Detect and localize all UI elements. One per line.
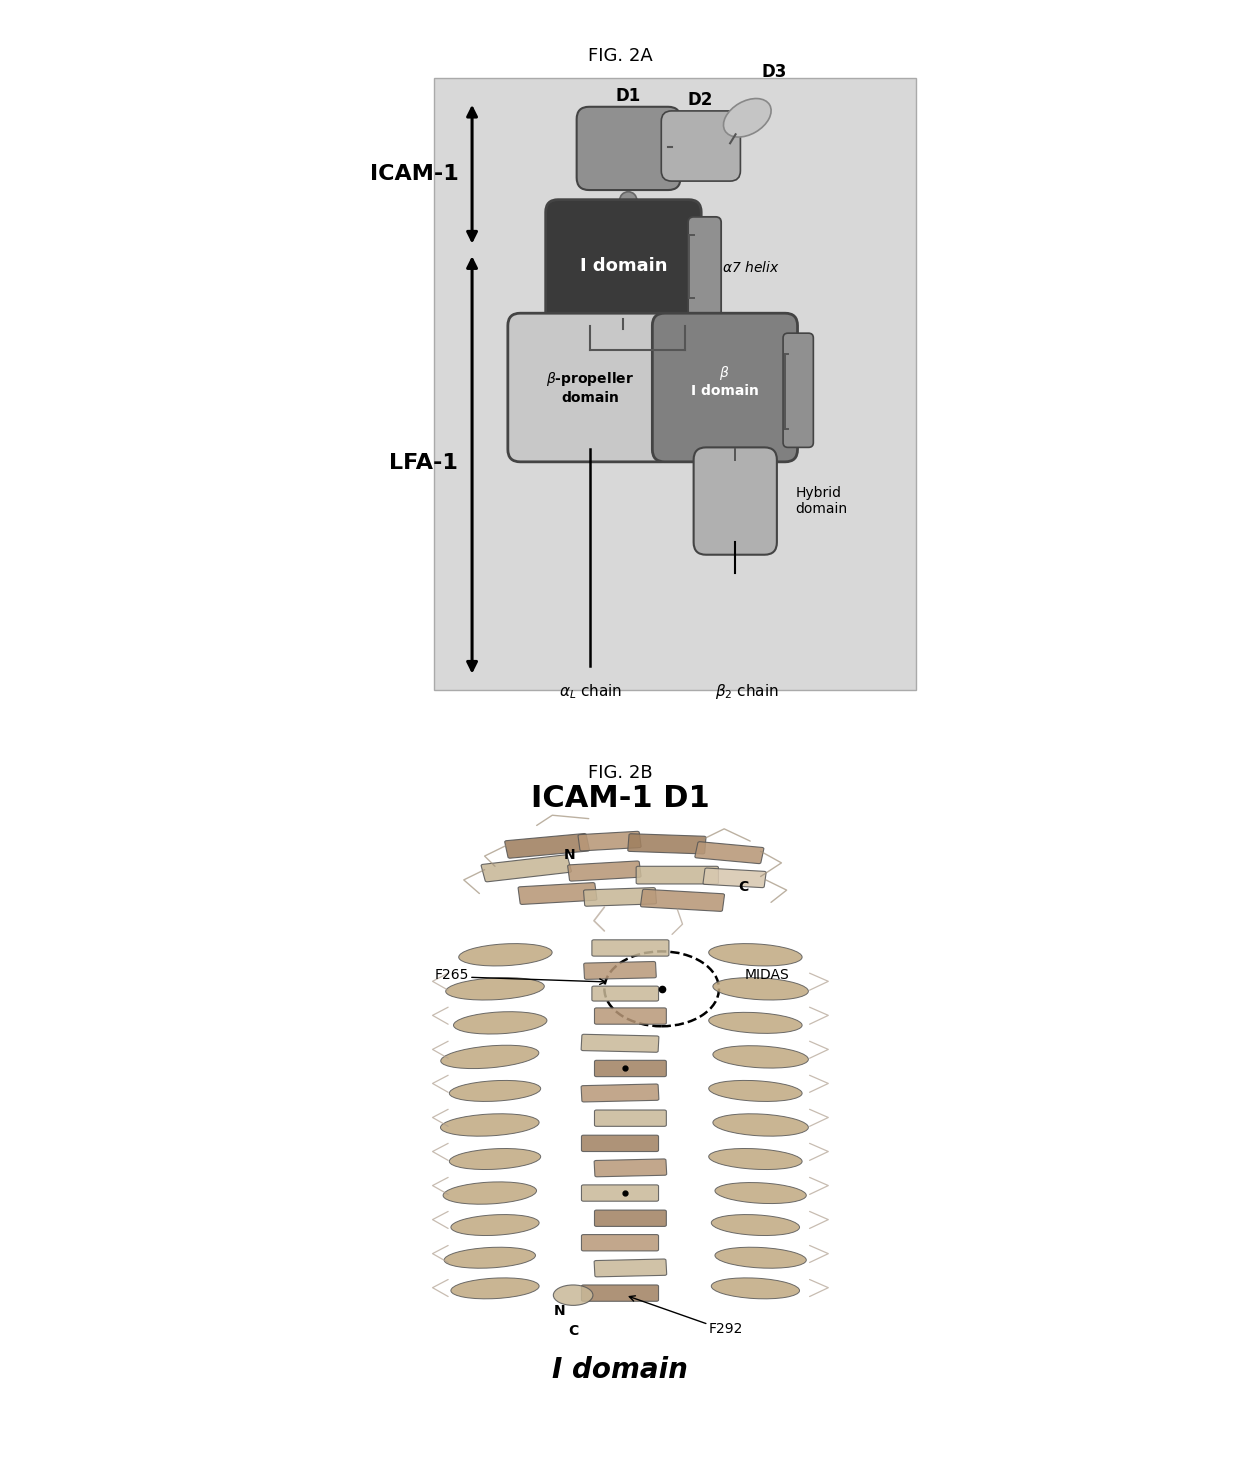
- Ellipse shape: [723, 98, 771, 138]
- FancyBboxPatch shape: [582, 1034, 658, 1053]
- FancyBboxPatch shape: [584, 962, 656, 979]
- Text: $\beta$-propeller
domain: $\beta$-propeller domain: [547, 370, 635, 404]
- FancyBboxPatch shape: [661, 111, 740, 182]
- FancyBboxPatch shape: [652, 313, 797, 461]
- FancyBboxPatch shape: [508, 313, 673, 461]
- Text: FIG. 2B: FIG. 2B: [588, 764, 652, 782]
- FancyBboxPatch shape: [546, 199, 701, 331]
- Ellipse shape: [709, 944, 802, 966]
- Ellipse shape: [440, 1114, 539, 1136]
- Text: I domain: I domain: [552, 1356, 688, 1383]
- Ellipse shape: [444, 1247, 536, 1268]
- FancyBboxPatch shape: [518, 883, 596, 905]
- Ellipse shape: [715, 1183, 806, 1203]
- FancyBboxPatch shape: [481, 855, 572, 881]
- Text: $\beta$
I domain: $\beta$ I domain: [691, 363, 759, 398]
- FancyBboxPatch shape: [627, 833, 706, 854]
- FancyBboxPatch shape: [594, 1060, 666, 1076]
- FancyBboxPatch shape: [594, 1007, 666, 1025]
- FancyBboxPatch shape: [784, 334, 813, 448]
- FancyBboxPatch shape: [591, 940, 668, 956]
- Text: $\alpha_L$ chain: $\alpha_L$ chain: [559, 682, 622, 701]
- Text: C: C: [568, 1325, 578, 1338]
- FancyBboxPatch shape: [434, 78, 916, 690]
- Text: F292: F292: [708, 1322, 743, 1337]
- Text: F265: F265: [434, 968, 469, 982]
- Ellipse shape: [454, 1012, 547, 1034]
- Ellipse shape: [712, 1215, 800, 1236]
- FancyBboxPatch shape: [694, 842, 764, 864]
- FancyBboxPatch shape: [594, 1259, 667, 1277]
- Text: ICAM-1: ICAM-1: [370, 164, 459, 184]
- FancyBboxPatch shape: [568, 861, 641, 881]
- FancyBboxPatch shape: [505, 833, 589, 858]
- Ellipse shape: [459, 944, 552, 966]
- FancyBboxPatch shape: [578, 832, 641, 851]
- Ellipse shape: [440, 1045, 539, 1069]
- Ellipse shape: [451, 1278, 539, 1299]
- Text: Hybrid
domain: Hybrid domain: [796, 486, 848, 517]
- Ellipse shape: [709, 1012, 802, 1034]
- Text: I domain: I domain: [579, 256, 667, 275]
- FancyBboxPatch shape: [591, 987, 658, 1001]
- Ellipse shape: [709, 1080, 802, 1101]
- Ellipse shape: [713, 1114, 808, 1136]
- FancyBboxPatch shape: [594, 1211, 666, 1227]
- Ellipse shape: [443, 1181, 537, 1205]
- Ellipse shape: [599, 328, 614, 344]
- Text: $\beta_2$ chain: $\beta_2$ chain: [715, 682, 779, 701]
- FancyBboxPatch shape: [636, 867, 718, 884]
- Text: D3: D3: [761, 63, 786, 82]
- FancyBboxPatch shape: [577, 107, 681, 190]
- Ellipse shape: [715, 1247, 806, 1268]
- Ellipse shape: [709, 1148, 802, 1170]
- Ellipse shape: [653, 328, 668, 344]
- FancyBboxPatch shape: [582, 1234, 658, 1250]
- FancyBboxPatch shape: [584, 887, 656, 906]
- FancyBboxPatch shape: [703, 868, 766, 887]
- Text: D1: D1: [615, 88, 641, 105]
- Ellipse shape: [449, 1149, 541, 1170]
- Text: D2: D2: [688, 91, 713, 108]
- Ellipse shape: [451, 1215, 539, 1236]
- Text: MIDAS: MIDAS: [745, 968, 790, 982]
- Text: LFA-1: LFA-1: [389, 454, 459, 473]
- Text: N: N: [564, 848, 575, 862]
- Ellipse shape: [445, 978, 544, 1000]
- FancyBboxPatch shape: [641, 889, 724, 912]
- Ellipse shape: [553, 1285, 593, 1306]
- FancyBboxPatch shape: [582, 1184, 658, 1202]
- Text: N: N: [554, 1304, 565, 1318]
- FancyBboxPatch shape: [582, 1285, 658, 1301]
- FancyBboxPatch shape: [693, 448, 777, 555]
- FancyBboxPatch shape: [594, 1110, 666, 1126]
- Ellipse shape: [620, 192, 637, 209]
- Ellipse shape: [713, 978, 808, 1000]
- Text: C: C: [738, 880, 748, 893]
- FancyBboxPatch shape: [594, 1159, 667, 1177]
- Ellipse shape: [622, 328, 637, 344]
- Ellipse shape: [713, 1045, 808, 1069]
- Text: FIG. 2A: FIG. 2A: [588, 47, 652, 64]
- FancyBboxPatch shape: [582, 1135, 658, 1152]
- Ellipse shape: [449, 1080, 541, 1101]
- Text: ICAM-1 D1: ICAM-1 D1: [531, 783, 709, 813]
- FancyBboxPatch shape: [582, 1083, 658, 1102]
- Text: $\alpha$7 helix: $\alpha$7 helix: [722, 261, 780, 275]
- FancyBboxPatch shape: [688, 217, 722, 319]
- Ellipse shape: [712, 1278, 800, 1299]
